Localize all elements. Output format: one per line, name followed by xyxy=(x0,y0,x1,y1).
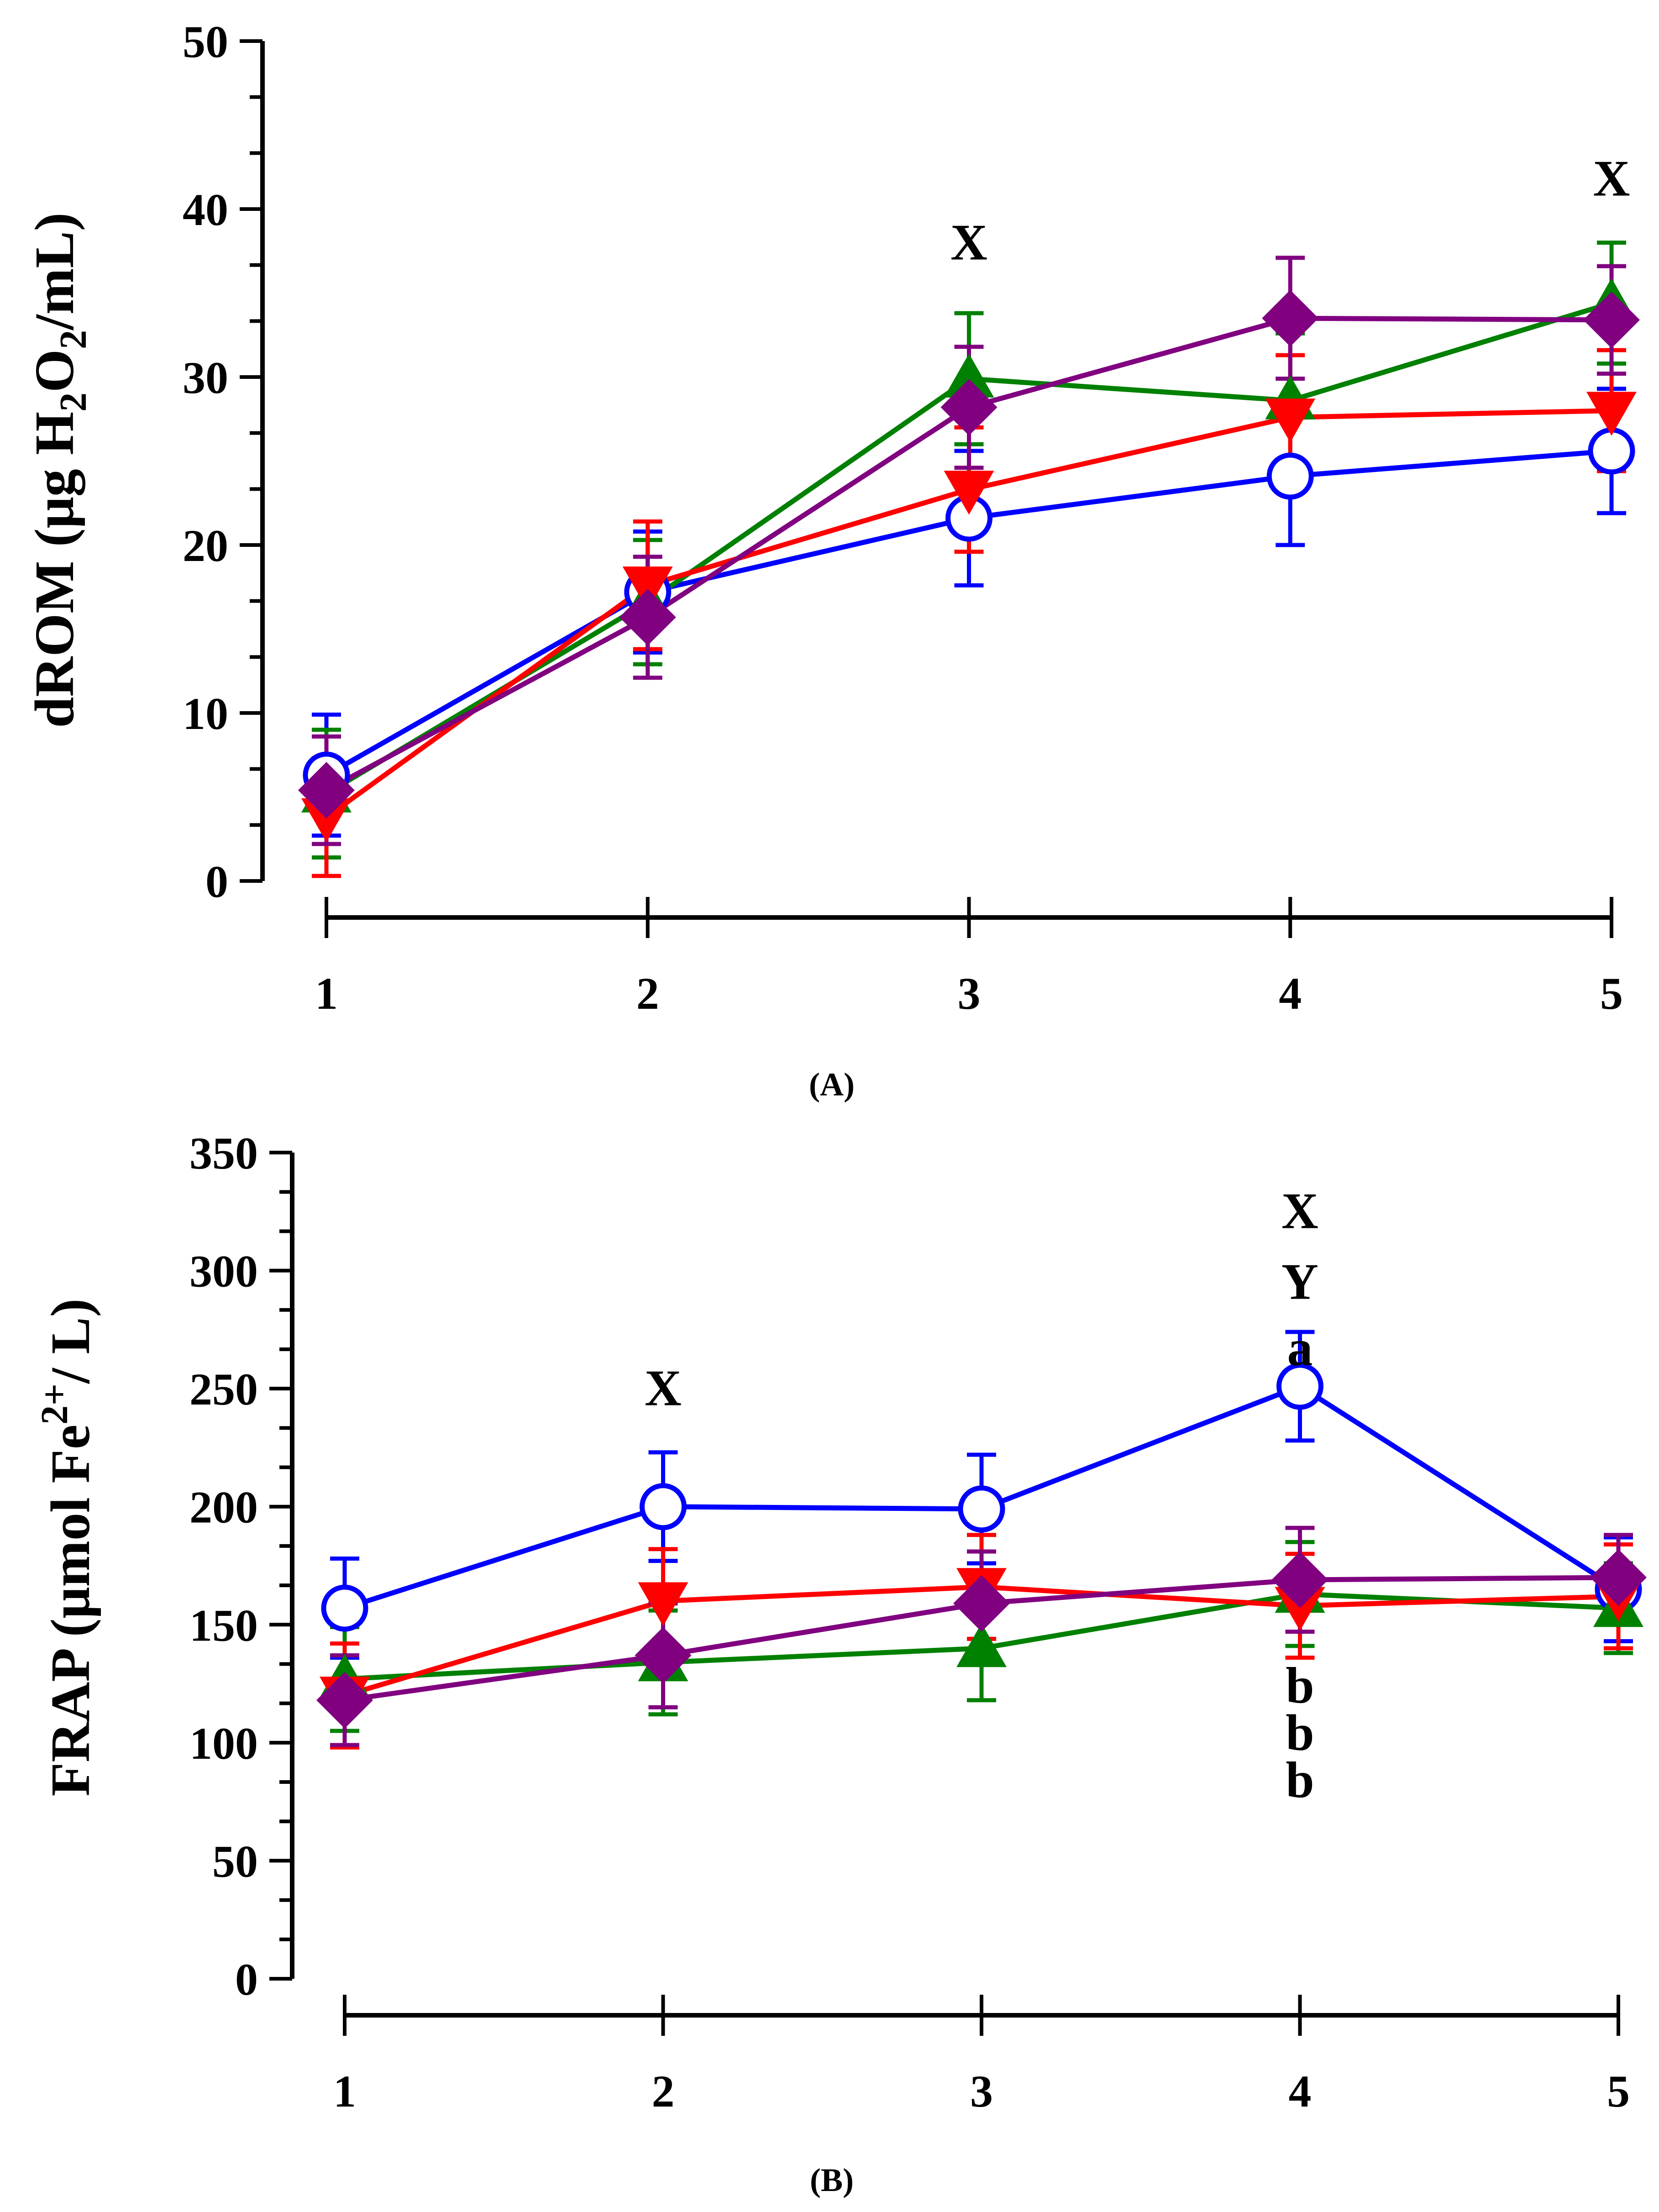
panel-a-purple-diamond-point xyxy=(619,589,676,646)
panel-b-series xyxy=(316,1330,1647,1750)
panel-a-x-tick-label: 1 xyxy=(315,968,338,1019)
panel-b-blue-open-circle-point xyxy=(640,1483,687,1531)
panel-b-y-tick-label: 150 xyxy=(189,1600,258,1651)
panel-b-annotation: X xyxy=(1281,1183,1318,1239)
panel-a-purple-diamond-point xyxy=(1262,290,1319,347)
panel-b-y-tick-label: 100 xyxy=(189,1718,258,1769)
panel-a-axes xyxy=(260,41,1612,920)
panel-b-purple-diamond-point xyxy=(635,1627,692,1684)
panel-b-y-tick-label: 300 xyxy=(189,1246,258,1297)
panel-a-x-tick-label: 5 xyxy=(1600,968,1623,1019)
panel-b-y-ticks: 0 50 100 150 200 250 300 350 xyxy=(189,1128,292,2005)
panel-b-annotation: b xyxy=(1286,1752,1314,1808)
panel-b-y-tick-label: 250 xyxy=(189,1364,258,1415)
panel-a-x-tick-label: 3 xyxy=(958,968,981,1019)
panel-a-y-tick-label: 40 xyxy=(183,184,228,235)
panel-b-blue-open-circle-point xyxy=(958,1485,1005,1533)
panel-b-y-tick-label: 200 xyxy=(189,1482,258,1533)
panel-a-y-tick-label: 30 xyxy=(183,352,228,403)
panel-b-y-tick-label: 0 xyxy=(235,1954,258,2005)
panel-a-x-tick-label: 2 xyxy=(636,968,659,1019)
panel-b-blue-open-circle-point xyxy=(1276,1363,1323,1410)
panel-a-red-triangle-down-point xyxy=(301,798,352,843)
panel-b-purple-diamond-point xyxy=(316,1672,373,1729)
panel-b-x-tick-label: 1 xyxy=(333,2066,356,2117)
panel-b-axes xyxy=(290,1153,1618,2018)
panel-a-annotation: X xyxy=(950,214,987,271)
panel-a-purple-diamond-point xyxy=(1583,291,1640,348)
panel-a-red-triangle-down-point xyxy=(944,471,994,515)
panel-a-purple-diamond-point xyxy=(940,379,997,436)
panel-b-x-ticks: 1 2 3 4 5 xyxy=(333,1995,1630,2117)
panel-a-x-tick-label: 4 xyxy=(1279,968,1302,1019)
panel-b-purple-diamond-point xyxy=(953,1575,1010,1632)
panel-b-x-tick-label: 5 xyxy=(1607,2066,1630,2117)
panel-b-red-triangle-down-point xyxy=(1275,1587,1325,1631)
panel-a-annotation: X xyxy=(1593,151,1630,207)
panel-b-y-tick-label: 50 xyxy=(212,1836,258,1887)
panel-b-purple-diamond-point xyxy=(1271,1552,1328,1609)
panel-a-y-tick-label: 10 xyxy=(183,688,228,739)
panel-b-annotation: X xyxy=(645,1360,682,1416)
panel-b-blue-open-circle-point xyxy=(321,1584,368,1632)
panel-a-series xyxy=(298,241,1640,878)
panel-b-annotation: Y xyxy=(1281,1254,1318,1310)
panel-b-x-tick-label: 2 xyxy=(652,2066,675,2117)
panel-b-annotation: b xyxy=(1286,1704,1314,1761)
panel-a-red-triangle-down-point xyxy=(622,566,673,611)
panel-b-red-triangle-down-point xyxy=(638,1582,688,1626)
panel-b-purple-diamond-point xyxy=(1590,1549,1647,1606)
panel-b-label: (B) xyxy=(810,2162,854,2198)
panel-b-x-tick-label: 3 xyxy=(970,2066,993,2117)
panel-a-y-tick-label: 0 xyxy=(205,856,228,907)
panel-a-blue-open-circle-point xyxy=(1588,427,1635,475)
panel-a-x-ticks: 1 2 3 4 5 xyxy=(315,897,1623,1019)
panel-b-annotation: b xyxy=(1286,1657,1314,1714)
panel-b-green-triangle-up-point xyxy=(956,1623,1007,1667)
panel-b-y-axis-title: FRAP (μmol Fe2+/ L) xyxy=(33,1299,101,1797)
panel-a-green-triangle-up-point xyxy=(944,353,994,398)
panel-a-red-triangle-down-point xyxy=(1586,392,1637,436)
panel-a-y-tick-label: 50 xyxy=(183,16,228,67)
panel-a-y-ticks: 0 10 20 30 40 50 xyxy=(183,16,262,907)
panel-b-x-tick-label: 4 xyxy=(1289,2066,1312,2117)
panel-a-red-triangle-down-point xyxy=(1265,398,1316,443)
panel-b-y-tick-label: 350 xyxy=(189,1128,258,1179)
panel-a-y-tick-label: 20 xyxy=(183,520,228,571)
panel-b: 0 50 100 150 200 250 300 350 1 2 3 4 5 FRAP (μmol F… xyxy=(33,1128,1647,2198)
panel-b-annotation: a xyxy=(1287,1320,1313,1376)
panel-a-label: (A) xyxy=(809,1066,855,1103)
panel-a-y-axis-title: dROM (μg H2O2/mL) xyxy=(24,212,94,728)
panel-a-purple-diamond-point xyxy=(298,762,355,819)
panel-a-annotations: XX xyxy=(950,151,1630,271)
panel-a-blue-open-circle-point xyxy=(1266,452,1314,500)
